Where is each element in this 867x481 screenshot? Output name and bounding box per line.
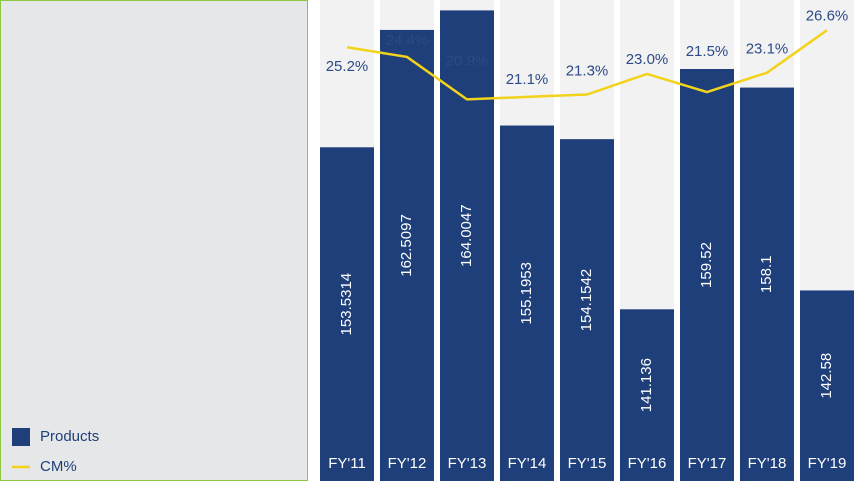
x-tick-label: FY'18 <box>748 455 787 472</box>
x-tick-label: FY'12 <box>388 455 427 472</box>
legend-label: Products <box>40 428 99 445</box>
bar-value-label: 141.136 <box>638 358 655 412</box>
bar-value-label: 158.1 <box>758 256 775 294</box>
bar-value-label: 142.58 <box>818 353 835 399</box>
bar <box>440 10 494 481</box>
x-tick-label: FY'19 <box>808 455 847 472</box>
x-tick-label: FY'14 <box>508 455 547 472</box>
x-tick-label: FY'16 <box>628 455 667 472</box>
x-tick-label: FY'11 <box>328 455 366 472</box>
bar <box>500 125 554 481</box>
line-series <box>346 29 828 101</box>
bar <box>380 29 434 481</box>
line-value-label: 23.0% <box>626 51 669 68</box>
bar <box>740 87 794 481</box>
line-value-label: 23.1% <box>746 41 789 58</box>
line-value-label: 24.4% <box>386 32 429 49</box>
bar-value-label: 154.1542 <box>578 269 595 332</box>
bar <box>680 69 734 481</box>
legend-panel <box>0 0 308 481</box>
line-value-label: 26.6% <box>806 7 849 24</box>
line-value-label: 20.9% <box>446 52 489 69</box>
line-value-label: 21.3% <box>566 62 609 79</box>
bar-value-label: 162.5097 <box>398 214 415 277</box>
line-value-label: 21.5% <box>686 43 729 60</box>
bar-value-label: 159.52 <box>698 242 715 288</box>
bar <box>560 139 614 481</box>
bar <box>320 147 374 481</box>
bar <box>620 309 674 481</box>
bar <box>800 290 854 481</box>
bar-value-label: 164.0047 <box>458 204 475 267</box>
x-tick-label: FY'17 <box>688 455 727 472</box>
line-value-label: 21.1% <box>506 71 549 88</box>
x-tick-label: FY'13 <box>448 455 487 472</box>
bar-value-label: 153.5314 <box>338 273 355 336</box>
legend-swatch <box>12 428 30 446</box>
x-tick-label: FY'15 <box>568 455 607 472</box>
line-value-label: 25.2% <box>326 58 369 75</box>
legend-label: CM% <box>40 458 77 475</box>
bar-value-label: 155.1953 <box>518 262 535 325</box>
